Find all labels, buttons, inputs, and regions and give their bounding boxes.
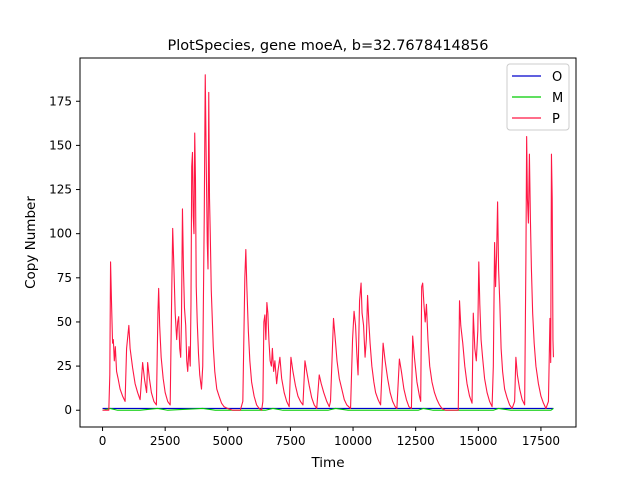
- legend-label-m: M: [552, 91, 563, 106]
- x-tick-label: 12500: [397, 434, 435, 448]
- y-tick-label: 75: [57, 271, 72, 285]
- x-tick-label: 2500: [150, 434, 181, 448]
- legend-label-p: P: [552, 112, 560, 127]
- plot-frame: [79, 57, 577, 428]
- x-tick-label: 5000: [213, 434, 244, 448]
- y-tick-label: 0: [64, 403, 72, 417]
- y-tick-label: 25: [57, 359, 72, 373]
- x-tick-label: 17500: [522, 434, 560, 448]
- chart-title: PlotSpecies, gene moeA, b=32.7678414856: [168, 38, 489, 54]
- plot-area: [79, 57, 577, 428]
- x-tick-label: 7500: [275, 434, 306, 448]
- y-axis-label: Copy Number: [23, 196, 39, 289]
- y-tick-label: 150: [49, 138, 72, 152]
- series-line-m: [102, 407, 554, 411]
- series-line-p: [102, 74, 554, 411]
- legend-label-o: O: [552, 70, 562, 85]
- y-tick-label: 50: [57, 315, 72, 329]
- x-tick-label: 15000: [459, 434, 497, 448]
- x-axis-label: Time: [310, 455, 344, 471]
- x-tick-label: 0: [99, 434, 107, 448]
- y-tick-label: 175: [49, 94, 72, 108]
- y-axis: 0 25 50 75 100 125 150 175: [49, 94, 80, 417]
- x-tick-label: 10000: [334, 434, 372, 448]
- series-layer: [102, 74, 554, 411]
- y-tick-label: 100: [49, 227, 72, 241]
- x-axis: 0 2500 5000 7500 10000 12500 15000 17500: [99, 427, 560, 448]
- legend: OMP: [506, 63, 570, 131]
- y-tick-label: 125: [49, 183, 72, 197]
